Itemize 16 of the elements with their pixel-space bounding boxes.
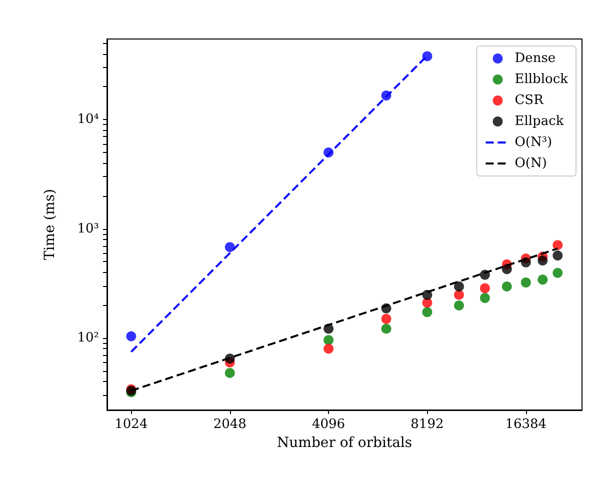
x-tick-label: 1024 xyxy=(114,417,148,432)
legend-label: Ellblock xyxy=(514,72,568,87)
x-tick-label: 8192 xyxy=(410,417,444,432)
y-tick-label: 10³ xyxy=(77,221,99,236)
legend-label: O(N) xyxy=(514,156,547,171)
x-tick-label: 4096 xyxy=(312,417,346,432)
x-tick-label: 2048 xyxy=(213,417,246,432)
y-axis-title: Time (ms) xyxy=(42,188,58,260)
y-tick-label: 10² xyxy=(77,330,99,346)
x-axis-title: Number of orbitals xyxy=(276,435,412,451)
x-tick-label: 16384 xyxy=(505,417,547,432)
legend-label: Dense xyxy=(514,51,556,66)
legend-label: Ellpack xyxy=(514,114,564,129)
legend-label: O(N³) xyxy=(514,135,552,150)
y-tick-label: 10⁴ xyxy=(77,112,99,128)
legend-label: CSR xyxy=(514,93,545,108)
